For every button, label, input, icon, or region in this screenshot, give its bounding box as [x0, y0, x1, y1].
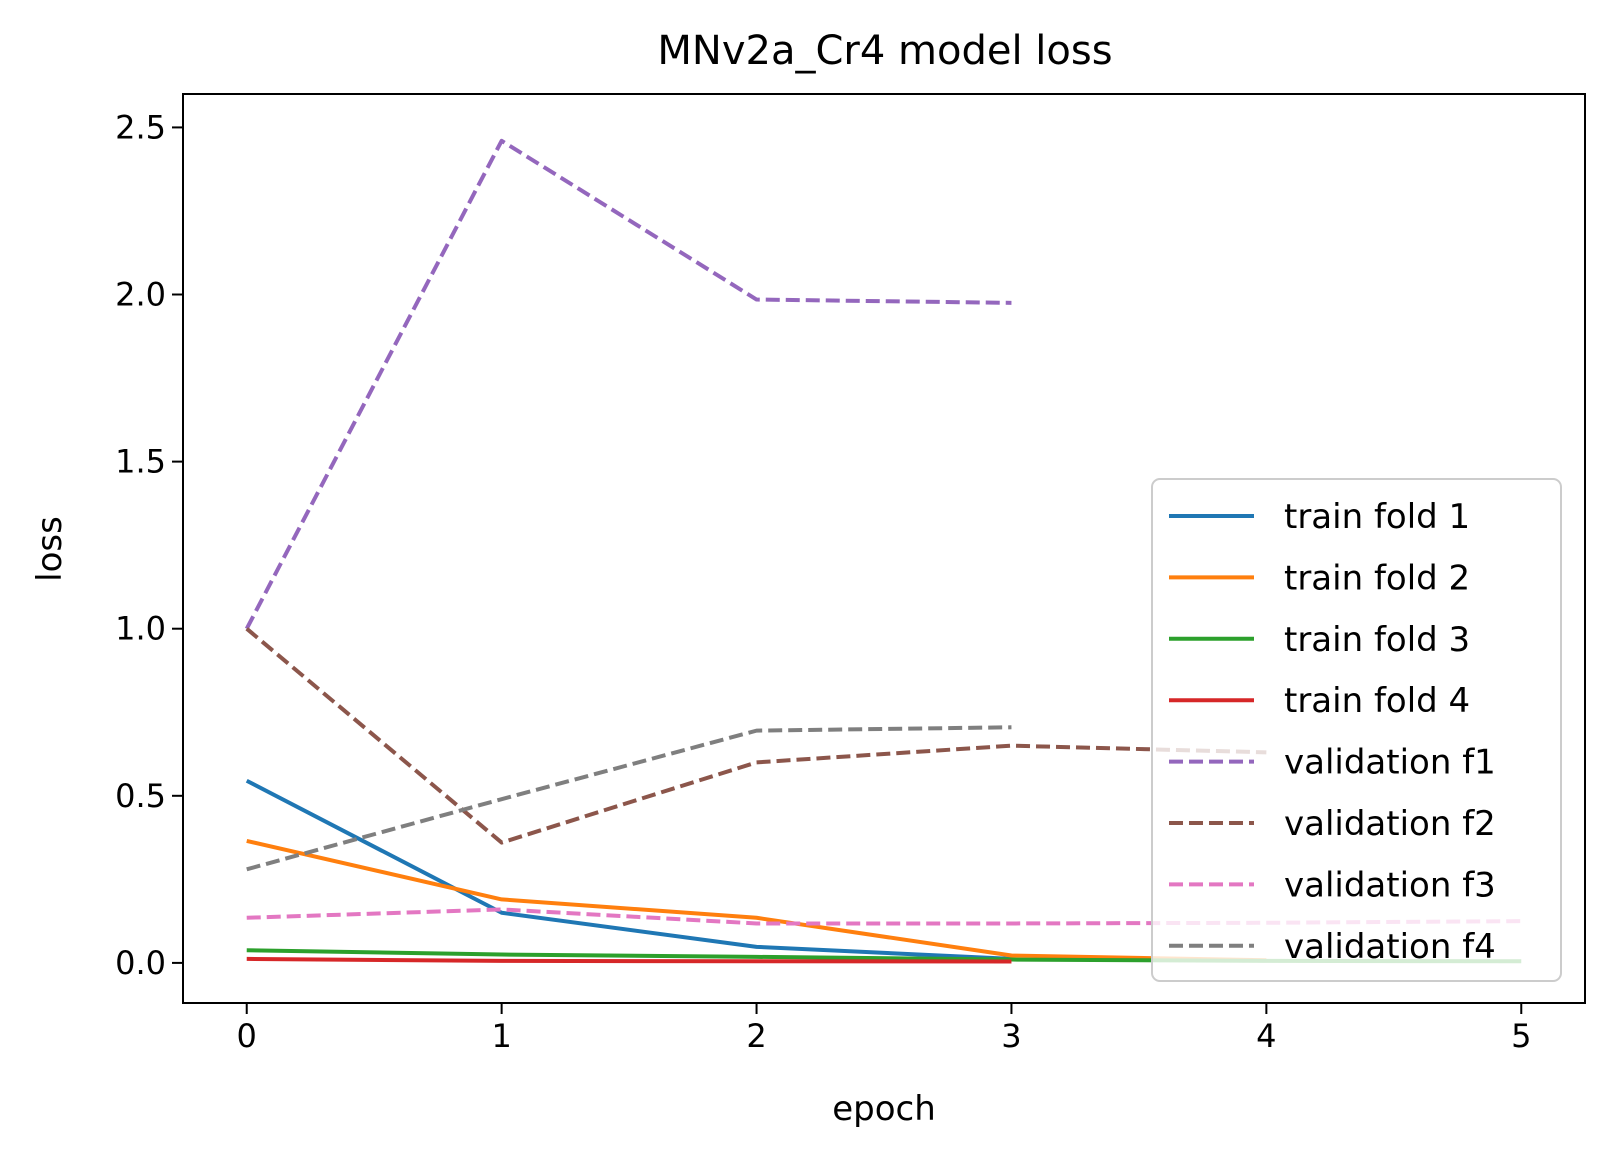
series-line-8: [246, 725, 1012, 872]
legend-label-3: train fold 3: [1284, 620, 1470, 660]
x-tick-label-0: 0: [237, 1017, 257, 1055]
y-tick-label-0: 0.0: [115, 944, 166, 982]
x-tick-label-5: 5: [1511, 1017, 1531, 1055]
series-line-6: [245, 627, 1267, 845]
y-axis-label: loss: [30, 516, 70, 582]
series-line-1: [245, 778, 1012, 961]
legend-label-2: train fold 2: [1284, 558, 1470, 598]
x-tick-label-4: 4: [1256, 1017, 1276, 1055]
legend-label-8: validation f4: [1284, 927, 1496, 967]
y-tick-label-3: 1.5: [115, 443, 166, 481]
chart-title: MNv2a_Cr4 model loss: [657, 28, 1112, 74]
x-axis-label: epoch: [832, 1089, 936, 1129]
y-tick-label-2: 1.0: [115, 610, 166, 648]
legend-label-6: validation f2: [1284, 804, 1496, 844]
legend-label-7: validation f3: [1284, 865, 1496, 905]
series-line-5: [244, 138, 1012, 630]
x-tick-label-1: 1: [491, 1017, 511, 1055]
legend-label-4: train fold 4: [1284, 681, 1470, 721]
legend-label-5: validation f1: [1284, 743, 1496, 783]
y-tick-label-5: 2.5: [115, 108, 166, 146]
legend-label-1: train fold 1: [1284, 497, 1470, 537]
x-tick-label-3: 3: [1001, 1017, 1021, 1055]
axis-ticks: 0 1 2 3 4 5 0.0 0.5 1.0 1.5 2.0 2.5: [115, 108, 1531, 1055]
series-line-2: [246, 838, 1267, 963]
y-tick-label-4: 2.0: [115, 276, 166, 314]
plot-frame: [182, 93, 1586, 1004]
x-tick-label-2: 2: [746, 1017, 766, 1055]
legend-box: [1151, 478, 1562, 982]
series-line-4: [246, 956, 1012, 964]
legend: train fold 1 train fold 2 train fold 3 trai…: [1151, 478, 1562, 982]
y-tick-label-1: 0.5: [115, 777, 166, 815]
